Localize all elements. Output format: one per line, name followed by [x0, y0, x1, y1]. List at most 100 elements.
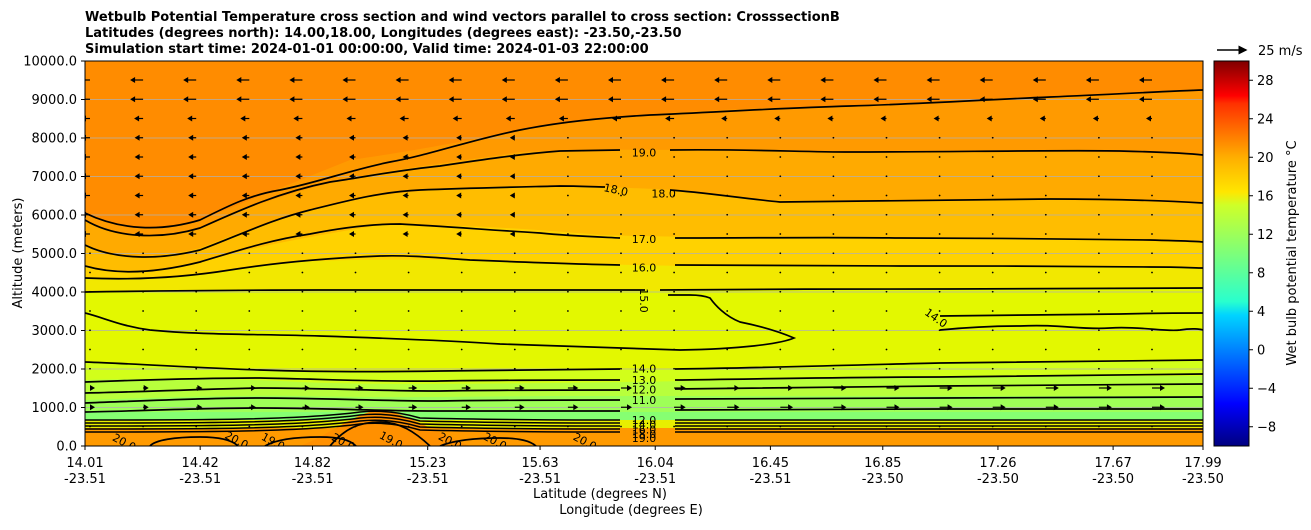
wind-vector-dot: [620, 213, 622, 216]
wind-vector-dot: [407, 348, 410, 351]
wind-vector-head: [241, 192, 247, 199]
wind-vector-head: [788, 404, 794, 411]
wind-vector-dot: [1151, 136, 1153, 139]
wind-vector-dot: [354, 425, 357, 428]
wind-vector-dot: [779, 213, 782, 216]
wind-vector-head: [448, 77, 454, 83]
wind-vector-head: [1146, 115, 1151, 122]
wind-vector-dot: [620, 290, 622, 293]
wind-vector-dot: [248, 252, 251, 255]
wind-vector-head: [402, 231, 408, 237]
y-axis: 0.0 1000.0 2000.0 3000.0 4000.0 5000.0 6000.0 7…: [23, 55, 85, 455]
y-tick-label: 7000.0: [32, 170, 78, 185]
wind-vector-head: [608, 96, 613, 103]
wind-vector-dot: [142, 271, 145, 274]
wind-vector-dot: [195, 367, 198, 370]
wind-vector-dot: [513, 425, 516, 428]
wind-vector-head: [295, 231, 301, 237]
wind-vector-head: [554, 96, 560, 103]
wind-vector-head: [342, 96, 348, 103]
wind-vector-dot: [460, 348, 463, 351]
contour-line: [329, 421, 431, 446]
wind-vector-dot: [779, 156, 782, 158]
wind-vector-head: [143, 404, 149, 411]
wind-vector-dot: [248, 348, 251, 351]
x-tick-label-lat: 17.99: [1184, 456, 1221, 471]
wind-vector-dot: [620, 233, 622, 235]
wind-vector-dot: [354, 367, 357, 370]
wind-vector-head: [608, 77, 613, 83]
wind-vector-head: [412, 404, 418, 411]
x-tick-label-lat: 17.26: [979, 456, 1016, 471]
wind-vector-dot: [885, 271, 888, 274]
contour-line: [264, 436, 357, 446]
wind-vector-dot: [248, 310, 251, 312]
wind-vector-head: [1139, 77, 1144, 83]
wind-vector-dot: [938, 136, 941, 139]
y-tick-label: 1000.0: [32, 401, 78, 416]
wind-vector-head: [1106, 404, 1112, 411]
wind-vector-dot: [991, 367, 994, 370]
contour-label: 18.0: [651, 187, 676, 200]
quiver-key-label: 25 m/s: [1258, 44, 1303, 59]
wind-vector-dot: [991, 329, 994, 332]
wind-vector-head: [774, 115, 780, 122]
wind-vector-head: [456, 134, 462, 141]
wind-vector-dot: [1098, 348, 1100, 351]
wind-vector-dot: [938, 175, 941, 178]
wind-vector-head: [661, 77, 667, 83]
wind-vector-dot: [673, 271, 675, 274]
wind-vector-dot: [513, 310, 516, 312]
wind-vector-head: [183, 77, 189, 83]
colorbar-tick-label: −4: [1257, 382, 1276, 397]
contour-line: [85, 410, 1203, 421]
wind-vector-head: [1085, 77, 1091, 83]
wind-vector-head: [402, 211, 408, 218]
wind-vector-dot: [938, 271, 941, 274]
wind-vector-dot: [832, 367, 835, 370]
wind-vector-dot: [567, 348, 569, 351]
wind-vector-dot: [1098, 425, 1100, 428]
wind-vector-dot: [832, 136, 835, 139]
wind-vector-dot: [89, 252, 91, 255]
wind-vector-dot: [885, 425, 888, 428]
wind-vector-head: [188, 154, 194, 160]
wind-vector-head: [187, 115, 193, 122]
x-tick-label-lat: 16.45: [752, 456, 789, 471]
contour-label: 18.0: [632, 428, 657, 441]
wind-vector-dot: [195, 329, 198, 332]
wind-vector-dot: [513, 329, 516, 332]
wind-vector-head: [134, 154, 140, 160]
x-tick-label-lon: -23.50: [1182, 472, 1224, 487]
contour-label: 14.0: [632, 418, 657, 431]
wind-vector-dot: [620, 367, 622, 370]
wind-vector-dot: [248, 367, 251, 370]
contour-line: [85, 396, 1203, 404]
wind-vector-dot: [620, 310, 622, 312]
wind-vector-dot: [726, 213, 729, 216]
wind-vector-head: [241, 154, 247, 160]
colorbar-ticks: −8 −4 0 4 8 12 16 20 24 28: [1249, 74, 1276, 435]
wind-vector-head: [134, 173, 140, 180]
wind-vector-dot: [407, 425, 410, 428]
contour-label: 17.0: [632, 233, 657, 246]
wind-vector-dot: [513, 367, 516, 370]
wind-vector-dot: [567, 271, 569, 274]
wind-vector-dot: [779, 194, 782, 197]
wind-vector-head: [134, 211, 140, 218]
y-tick-label: 4000.0: [32, 286, 78, 301]
contour-line: [85, 148, 1203, 237]
contour-label: 12.0: [632, 414, 657, 427]
wind-vector-dot: [195, 310, 198, 312]
wind-vector-dot: [407, 271, 410, 274]
wind-vector-dot: [620, 425, 622, 428]
contour-line: [85, 294, 797, 351]
wind-vector-dot: [726, 290, 729, 293]
wind-vector-dot: [885, 194, 888, 197]
wind-vector-dot: [567, 194, 569, 197]
wind-vector-dot: [885, 310, 888, 312]
wind-vector-dot: [779, 175, 782, 178]
wind-vector-dot: [460, 367, 463, 370]
wind-vector-head: [188, 192, 194, 199]
y-tick-label: 8000.0: [32, 132, 78, 147]
